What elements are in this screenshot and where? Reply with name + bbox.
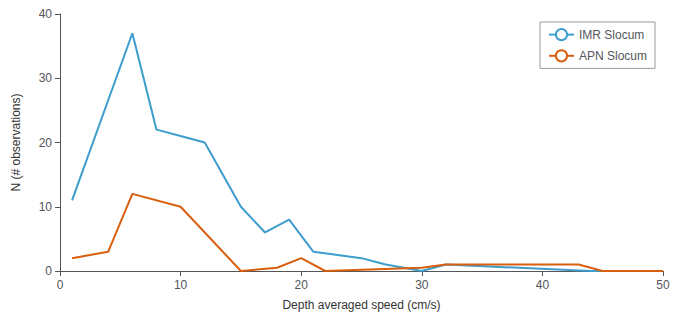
svg-text:20: 20 xyxy=(295,278,309,292)
svg-text:40: 40 xyxy=(39,7,53,21)
svg-text:0: 0 xyxy=(57,278,64,292)
svg-text:30: 30 xyxy=(415,278,429,292)
svg-text:0: 0 xyxy=(45,264,52,278)
svg-text:10: 10 xyxy=(174,278,188,292)
svg-text:IMR Slocum: IMR Slocum xyxy=(579,28,644,42)
svg-text:N (# observations): N (# observations) xyxy=(9,93,23,191)
svg-text:10: 10 xyxy=(39,200,53,214)
svg-text:APN Slocum: APN Slocum xyxy=(579,49,647,63)
svg-text:40: 40 xyxy=(536,278,550,292)
svg-text:20: 20 xyxy=(39,136,53,150)
svg-text:30: 30 xyxy=(39,71,53,85)
svg-text:Depth averaged speed (cm/s): Depth averaged speed (cm/s) xyxy=(282,298,440,312)
svg-text:50: 50 xyxy=(656,278,670,292)
